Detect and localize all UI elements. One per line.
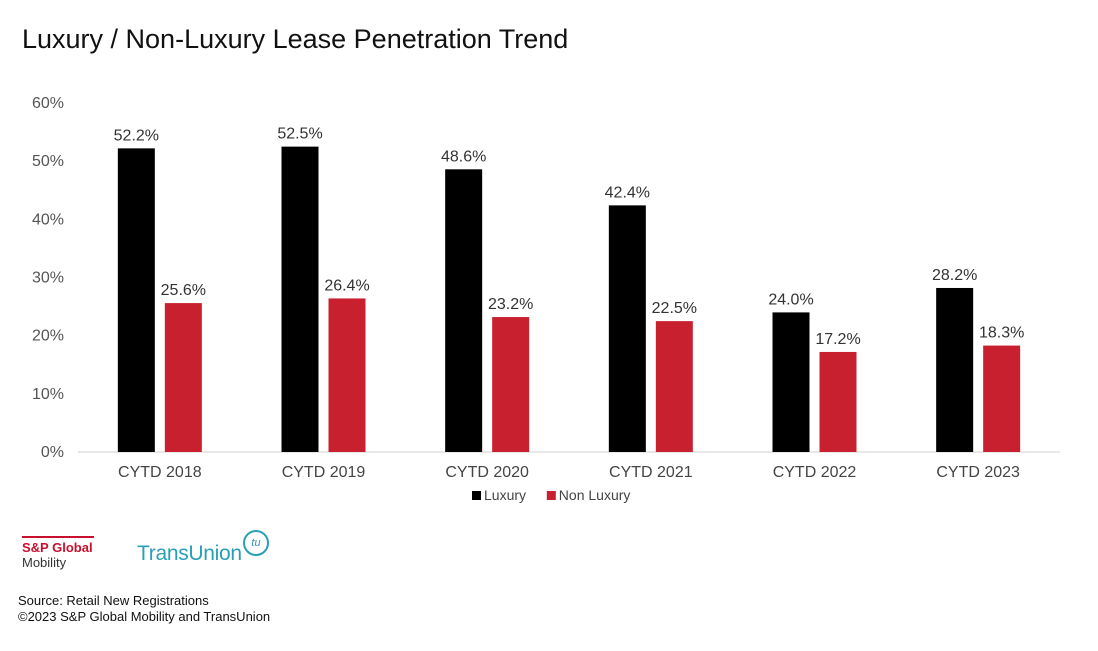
y-tick-label: 40% xyxy=(32,211,64,228)
legend-swatch-luxury xyxy=(472,491,481,500)
data-label: 23.2% xyxy=(488,296,533,313)
x-tick-label: CYTD 2019 xyxy=(282,464,366,481)
transunion-logo: TransUnion tu xyxy=(137,530,277,570)
bar-luxury xyxy=(772,312,810,452)
chart-title: Luxury / Non-Luxury Lease Penetration Tr… xyxy=(22,24,569,54)
bar-luxury xyxy=(608,205,646,452)
bar-luxury xyxy=(281,146,319,452)
y-tick-label: 0% xyxy=(41,444,64,461)
data-label: 48.6% xyxy=(441,148,486,165)
bar-chart: 0% 10% 20% 30% 40% 50% 60% 52.2% 25.6% CYTD 2018 5… xyxy=(32,95,1060,503)
source-note: Source: Retail New Registrations ©2023 S… xyxy=(18,593,270,625)
bar-non-luxury xyxy=(983,345,1021,452)
sp-global-mobility-logo: S&P Global Mobility xyxy=(22,536,122,571)
x-tick-label: CYTD 2023 xyxy=(936,464,1020,481)
sp-logo-subtitle: Mobility xyxy=(22,555,67,570)
copyright-line: ©2023 S&P Global Mobility and TransUnion xyxy=(18,609,271,624)
data-label: 26.4% xyxy=(324,277,369,294)
y-tick-label: 50% xyxy=(32,153,64,170)
data-label: 18.3% xyxy=(979,325,1024,342)
y-tick-label: 30% xyxy=(32,270,64,287)
sp-logo-rule xyxy=(22,536,94,538)
bar-luxury xyxy=(445,169,483,452)
x-tick-label: CYTD 2021 xyxy=(609,464,693,481)
bar-luxury xyxy=(117,148,155,452)
y-tick-label: 10% xyxy=(32,386,64,403)
legend-swatch-non-luxury xyxy=(546,491,556,500)
data-label: 52.2% xyxy=(114,127,159,144)
data-label: 24.0% xyxy=(768,291,813,308)
y-tick-label: 20% xyxy=(32,328,64,345)
data-label: 28.2% xyxy=(932,267,977,284)
x-tick-label: CYTD 2020 xyxy=(445,464,529,481)
x-tick-label: CYTD 2018 xyxy=(118,464,202,481)
legend-label: Non Luxury xyxy=(559,487,631,503)
y-tick-label: 60% xyxy=(32,95,64,112)
legend-label: Luxury xyxy=(484,487,526,503)
bar-non-luxury xyxy=(819,351,857,452)
x-tick-label: CYTD 2022 xyxy=(773,464,857,481)
data-label: 42.4% xyxy=(605,184,650,201)
transunion-logo-mark: tu xyxy=(243,530,269,556)
bar-non-luxury xyxy=(164,303,202,452)
bar-non-luxury xyxy=(492,317,530,452)
source-line: Source: Retail New Registrations xyxy=(18,593,209,608)
data-label: 25.6% xyxy=(161,282,206,299)
transunion-logo-text: TransUnion xyxy=(137,542,242,565)
data-label: 52.5% xyxy=(277,126,322,143)
bar-non-luxury xyxy=(655,321,693,452)
sp-logo-name: S&P Global xyxy=(22,540,93,555)
data-label: 22.5% xyxy=(652,300,697,317)
data-label: 17.2% xyxy=(815,331,860,348)
bar-non-luxury xyxy=(328,298,366,452)
bar-luxury xyxy=(936,287,974,452)
